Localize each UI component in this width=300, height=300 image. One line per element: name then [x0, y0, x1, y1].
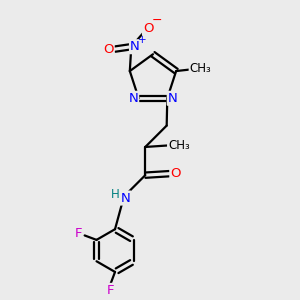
Text: N: N	[168, 92, 178, 105]
Text: O: O	[170, 167, 181, 180]
Text: N: N	[121, 191, 130, 205]
Text: −: −	[152, 14, 162, 26]
Text: H: H	[111, 188, 120, 201]
Text: O: O	[143, 22, 154, 35]
Text: N: N	[130, 40, 140, 53]
Text: F: F	[74, 227, 82, 240]
Text: CH₃: CH₃	[168, 139, 190, 152]
Text: F: F	[107, 284, 114, 297]
Text: O: O	[103, 43, 114, 56]
Text: CH₃: CH₃	[190, 62, 211, 76]
Text: +: +	[138, 35, 147, 45]
Text: N: N	[128, 92, 138, 105]
